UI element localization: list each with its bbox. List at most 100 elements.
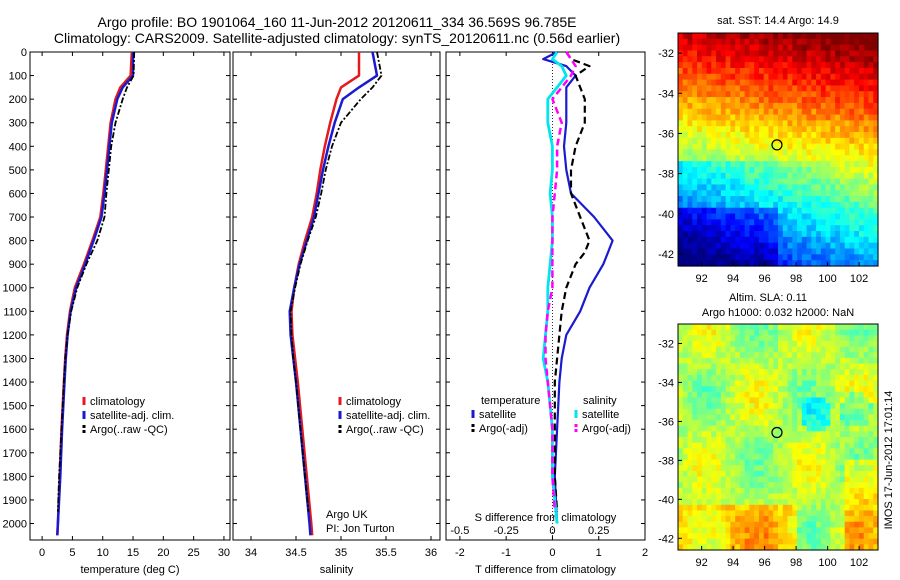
ytick-label: 900 <box>9 259 27 271</box>
temperature-legend-0-label: climatology <box>90 396 146 408</box>
map-xtick-label: 92 <box>695 557 707 569</box>
xtick-label: 30 <box>218 547 230 559</box>
s-difference-label: S difference from climatology <box>475 512 617 524</box>
temperature-series-0 <box>56 51 134 536</box>
xtick-label: 35.5 <box>375 547 396 559</box>
salinity-legend-0-label: climatology <box>346 396 402 408</box>
xtick-label: 35 <box>335 547 347 559</box>
ytick-label: 1900 <box>3 495 27 507</box>
salinity-panel-frame <box>232 51 441 541</box>
sst-map-argo-marker <box>771 139 783 151</box>
map-ytick-label: -36 <box>658 416 674 428</box>
map-ytick-label: -32 <box>658 48 674 60</box>
map-xtick-label: 102 <box>850 273 868 285</box>
xtick-label: 2 <box>642 547 648 559</box>
ytick-label: 1200 <box>3 330 27 342</box>
sla-map-title-0: Altim. SLA: 0.11 <box>729 292 807 304</box>
s-xtick-label: 0.25 <box>588 525 609 537</box>
sla-map-title-1: Argo h1000: 0.032 h2000: NaN <box>702 307 854 319</box>
sla-map-frame <box>677 323 879 551</box>
ytick-label: 200 <box>9 94 27 106</box>
salinity-legend-1-label: satellite-adj. clim. <box>346 410 430 422</box>
ytick-label: 1600 <box>3 424 27 436</box>
s-xtick-label: -0.25 <box>494 525 519 537</box>
map-ytick-label: -42 <box>658 533 674 545</box>
ytick-label: 700 <box>9 212 27 224</box>
xtick-label: 1 <box>596 547 602 559</box>
sst-map-field <box>678 33 879 267</box>
difference-panel-frame <box>445 51 646 541</box>
ytick-label: 1400 <box>3 377 27 389</box>
map-ytick-label: -42 <box>658 249 674 261</box>
legend-s-argo-label: Argo(-adj) <box>582 423 631 435</box>
xtick-label: 36 <box>425 547 437 559</box>
map-ytick-label: -40 <box>658 209 674 221</box>
map-xtick-label: 96 <box>758 557 770 569</box>
map-ytick-label: -34 <box>658 377 674 389</box>
xtick-label: 0 <box>549 547 555 559</box>
salinity-xlabel: salinity <box>320 564 354 576</box>
xtick-label: 5 <box>69 547 75 559</box>
footer-stamp: IMOS 17-Jun-2012 17:01:14 <box>883 391 895 530</box>
map-xtick-label: 100 <box>818 557 836 569</box>
ytick-label: 2000 <box>3 518 27 530</box>
map-xtick-label: 96 <box>758 273 770 285</box>
legend-s-sat-label: satellite <box>582 409 619 421</box>
salinity-legend-2-label: Argo(..raw -QC) <box>346 424 424 436</box>
header-line2: Climatology: CARS2009. Satellite-adjuste… <box>54 30 620 46</box>
map-ytick-label: -34 <box>658 88 674 100</box>
map-xtick-label: 94 <box>727 273 739 285</box>
ytick-label: 1700 <box>3 448 27 460</box>
ytick-label: 1300 <box>3 353 27 365</box>
s-xtick-label: -0.5 <box>450 525 469 537</box>
xtick-label: 25 <box>188 547 200 559</box>
xtick-label: 15 <box>127 547 139 559</box>
ytick-label: 0 <box>21 47 27 59</box>
map-ytick-label: -32 <box>658 338 674 350</box>
legend-t-argo-label: Argo(-adj) <box>479 423 528 435</box>
ytick-label: 100 <box>9 71 27 83</box>
difference-series-3 <box>544 51 577 512</box>
legend-temperature-title: temperature <box>481 395 540 407</box>
ytick-label: 300 <box>9 118 27 130</box>
map-xtick-label: 92 <box>695 273 707 285</box>
salinity-series-2 <box>289 51 383 512</box>
s-xtick-label: 0 <box>549 525 555 537</box>
sla-map-argo-marker <box>771 426 783 439</box>
xtick-label: -2 <box>455 547 465 559</box>
temperature-series-1 <box>56 52 135 536</box>
ytick-label: 1100 <box>3 306 27 318</box>
xtick-label: 0 <box>39 547 45 559</box>
map-ytick-label: -36 <box>658 128 674 140</box>
ytick-label: 600 <box>9 188 27 200</box>
sla-map-field <box>678 324 879 551</box>
temperature-legend-1-label: satellite-adj. clim. <box>90 410 174 422</box>
ytick-label: 500 <box>9 165 27 177</box>
temperature-panel-frame <box>29 51 231 541</box>
difference-series-1 <box>553 51 591 512</box>
salinity-series-1 <box>288 51 379 536</box>
legend-t-sat-label: satellite <box>479 409 516 421</box>
salinity-annotation-1: PI: Jon Turton <box>326 523 394 535</box>
map-xtick-label: 98 <box>790 273 802 285</box>
temperature-legend-2-label: Argo(..raw -QC) <box>90 424 168 436</box>
map-ytick-label: -38 <box>658 455 674 467</box>
ytick-label: 1000 <box>3 283 27 295</box>
difference-xlabel: T difference from climatology <box>475 564 616 576</box>
map-xtick-label: 100 <box>818 273 836 285</box>
salinity-annotation-0: Argo UK <box>326 509 368 521</box>
legend-salinity-title: salinity <box>583 395 617 407</box>
sst-map-frame <box>677 32 879 267</box>
ytick-label: 1500 <box>3 401 27 413</box>
temperature-xlabel: temperature (deg C) <box>80 564 179 576</box>
xtick-label: 10 <box>97 547 109 559</box>
header-line1: Argo profile: BO 1901064_160 11-Jun-2012… <box>98 14 577 30</box>
ytick-label: 1800 <box>3 471 27 483</box>
map-xtick-label: 102 <box>850 557 868 569</box>
ytick-label: 400 <box>9 141 27 153</box>
map-ytick-label: -38 <box>658 169 674 181</box>
map-xtick-label: 98 <box>790 557 802 569</box>
salinity-series-0 <box>290 52 361 536</box>
temperature-series-2 <box>57 51 136 512</box>
ytick-label: 800 <box>9 236 27 248</box>
